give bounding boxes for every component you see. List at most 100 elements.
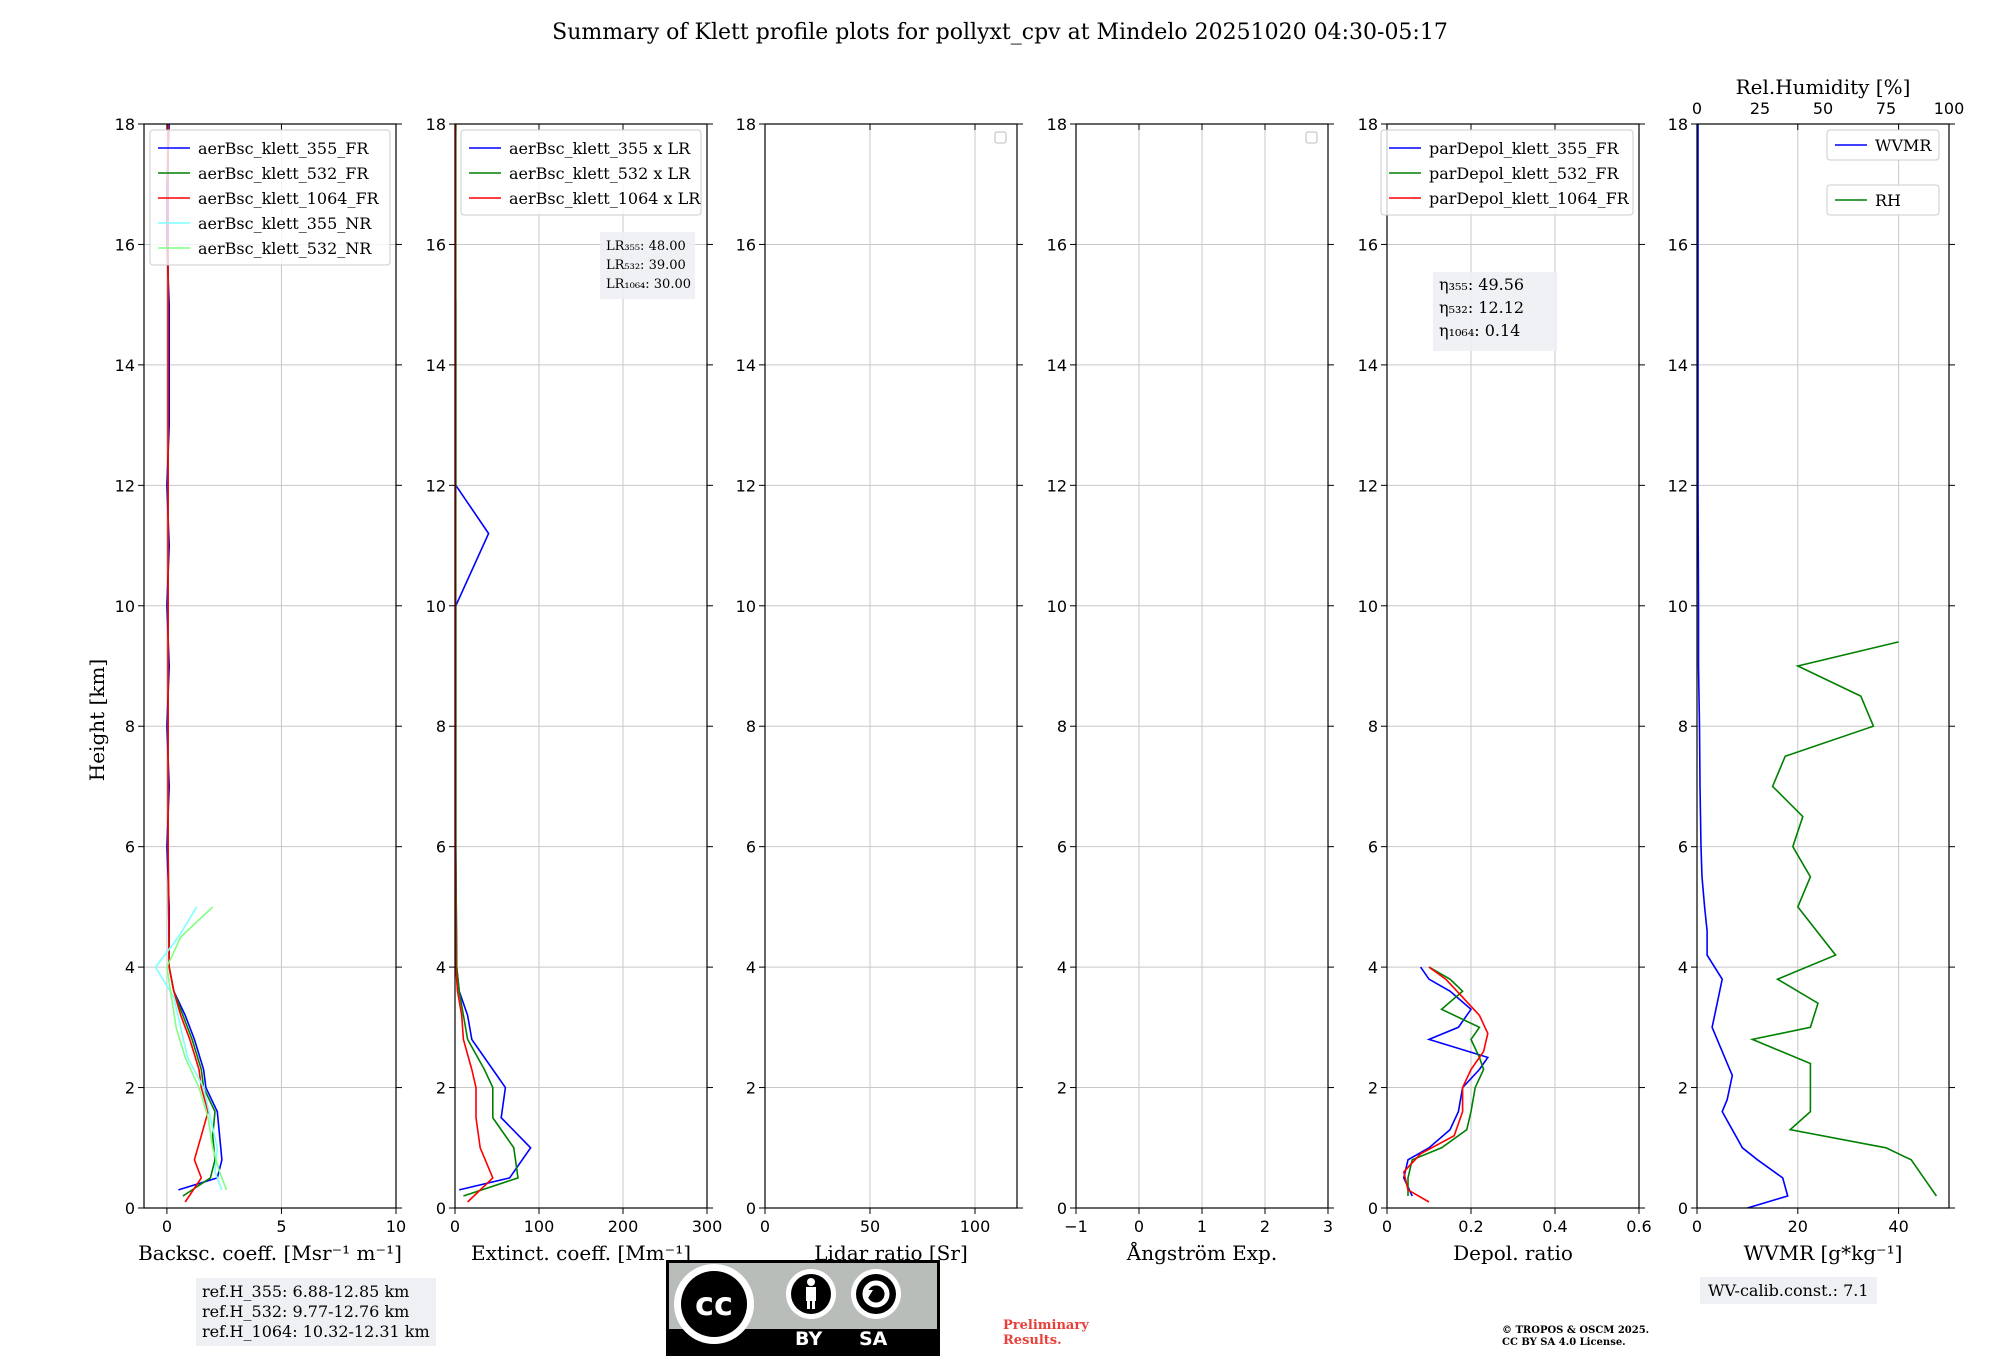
legend-box <box>1826 129 1940 161</box>
y-tick-label: 6 <box>125 838 135 857</box>
annotation-box <box>600 232 695 299</box>
y-tick-label: 14 <box>115 356 135 375</box>
x2-axis-label: Rel.Humidity [%] <box>1736 75 1911 99</box>
legend-label: aerBsc_klett_355_FR <box>198 139 369 158</box>
x-tick-label: 0 <box>760 1217 770 1236</box>
x2-tick-label: 0 <box>1692 99 1702 118</box>
x-axis-label: Backsc. coeff. [Msr⁻¹ m⁻¹] <box>138 1241 402 1265</box>
x-tick-label: 1 <box>1197 1217 1207 1236</box>
preliminary-line-1: Preliminary <box>1003 1318 1089 1333</box>
x-tick-label: 20 <box>1788 1217 1808 1236</box>
x2-tick-label: 75 <box>1876 99 1896 118</box>
y-tick-label: 12 <box>1668 476 1688 495</box>
annotation-line: η₃₅₅: 49.56 <box>1439 275 1524 294</box>
y-tick-label: 16 <box>1668 235 1688 254</box>
empty-legend <box>1305 131 1318 144</box>
legend-label: aerBsc_klett_1064_FR <box>198 189 380 208</box>
y-tick-label: 16 <box>426 235 446 254</box>
y-tick-label: 18 <box>115 115 135 134</box>
y-tick-label: 10 <box>736 597 756 616</box>
annotation-line: LR₅₃₂: 39.00 <box>606 258 686 273</box>
y-tick-label: 2 <box>746 1079 756 1098</box>
y-tick-label: 6 <box>1057 838 1067 857</box>
y-tick-label: 14 <box>736 356 756 375</box>
y-tick-label: 8 <box>125 717 135 736</box>
y-tick-label: 14 <box>1047 356 1067 375</box>
series-line-1 <box>1697 124 1789 1208</box>
legend-label: aerBsc_klett_532_FR <box>198 164 369 183</box>
x2-tick-label: 25 <box>1750 99 1770 118</box>
cc-by-sa-logo: cc <box>666 1260 940 1356</box>
series-line-2 <box>167 124 216 1197</box>
x-axis-label: WVMR [g*kg⁻¹] <box>1744 1241 1903 1265</box>
plot-frame <box>454 123 708 1209</box>
wv-calibration-box: WV-calib.const.: 7.1 <box>1700 1277 1877 1304</box>
y-tick-label: 2 <box>1057 1079 1067 1098</box>
plot-frame <box>764 123 1018 1209</box>
series-line-3 <box>1402 966 1489 1203</box>
cc-by-label: BY <box>795 1328 823 1350</box>
y-tick-label: 2 <box>125 1079 135 1098</box>
ref-height-1064: ref.H_1064: 10.32-12.31 km <box>202 1322 430 1341</box>
y-tick-label: 18 <box>1668 115 1688 134</box>
y-tick-label: 10 <box>426 597 446 616</box>
x-tick-label: 0 <box>1382 1217 1392 1236</box>
x-tick-label: 0.4 <box>1542 1217 1567 1236</box>
y-axis-label: Height [km] <box>85 659 109 781</box>
y-tick-label: 2 <box>1368 1079 1378 1098</box>
annotation-line: η₅₃₂: 12.12 <box>1439 298 1524 317</box>
series-line-2 <box>455 124 519 1197</box>
x-tick-label: 0 <box>450 1217 460 1236</box>
y-tick-label: 4 <box>1057 958 1067 977</box>
x-axis-label: Depol. ratio <box>1453 1241 1573 1265</box>
y-tick-label: 10 <box>1358 597 1378 616</box>
y-tick-label: 6 <box>1368 838 1378 857</box>
plot-frame <box>1386 123 1640 1209</box>
y-tick-label: 14 <box>1358 356 1378 375</box>
y-tick-label: 10 <box>115 597 135 616</box>
y-tick-label: 8 <box>1368 717 1378 736</box>
panel-6: 0 20 40 0 2 4 6 8 10 12 14 16 18 WVMR [g*kg⁻¹] 0 25 50 75… <box>1668 75 1965 1265</box>
y-tick-label: 10 <box>1668 597 1688 616</box>
y-tick-label: 2 <box>436 1079 446 1098</box>
reference-height-box: ref.H_355: 6.88-12.85 km ref.H_532: 9.77… <box>196 1278 436 1346</box>
panel-2: 0 100 200 300 0 2 4 6 8 10 12 14 16 18 Extinct. coeff.… <box>426 115 723 1265</box>
y-tick-label: 4 <box>1368 958 1378 977</box>
legend-label: aerBsc_klett_532 x LR <box>509 164 691 183</box>
annotation-box <box>1433 272 1557 351</box>
y-tick-label: 4 <box>125 958 135 977</box>
legend-label: RH <box>1875 191 1901 210</box>
y-tick-label: 14 <box>426 356 446 375</box>
annotation-line: LR₁₀₆₄: 30.00 <box>606 277 691 292</box>
figure-title: Summary of Klett profile plots for polly… <box>552 20 1448 45</box>
plot-frame <box>1696 123 1950 1209</box>
x-tick-label: 50 <box>860 1217 880 1236</box>
svg-text:cc: cc <box>695 1285 733 1323</box>
series-line-2 <box>1749 641 1938 1197</box>
y-tick-label: 16 <box>1047 235 1067 254</box>
x-tick-label: 100 <box>524 1217 555 1236</box>
copyright-notice: © TROPOS & OSCM 2025. CC BY SA 4.0 Licen… <box>1502 1325 1649 1349</box>
series-line-4 <box>154 906 223 1191</box>
series-line-3 <box>167 124 209 1203</box>
x2-tick-label: 100 <box>1934 99 1965 118</box>
x-tick-label: 5 <box>276 1217 286 1236</box>
series-line-3 <box>455 124 494 1203</box>
series-line-1 <box>166 124 223 1191</box>
empty-legend <box>994 131 1007 144</box>
copyright-line-1: © TROPOS & OSCM 2025. <box>1502 1325 1650 1336</box>
preliminary-notice: Preliminary Results. <box>1003 1318 1089 1348</box>
y-tick-label: 8 <box>1678 717 1688 736</box>
y-tick-label: 16 <box>736 235 756 254</box>
y-tick-label: 18 <box>1358 115 1378 134</box>
y-tick-label: 4 <box>746 958 756 977</box>
x-tick-label: 100 <box>960 1217 991 1236</box>
legend-box <box>149 129 391 266</box>
copyright-line-2: CC BY SA 4.0 License. <box>1502 1337 1626 1348</box>
x-tick-label: 40 <box>1888 1217 1908 1236</box>
legend-box <box>460 129 702 216</box>
x-tick-label: 2 <box>1260 1217 1270 1236</box>
y-tick-label: 4 <box>1678 958 1688 977</box>
legend-label: parDepol_klett_532_FR <box>1429 164 1620 183</box>
